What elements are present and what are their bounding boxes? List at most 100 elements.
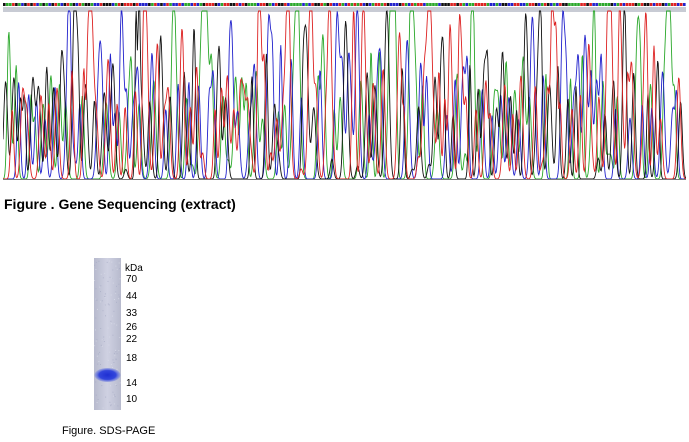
base-call-tick: [229, 3, 233, 6]
base-call-tick: [504, 3, 508, 6]
base-call-tick: [468, 3, 472, 6]
base-call-tick: [649, 3, 653, 6]
lane-speckle: [104, 305, 106, 307]
lane-speckle: [95, 269, 97, 270]
base-call-tick: [220, 3, 224, 6]
base-call-tick: [580, 3, 583, 6]
protein-band: [94, 368, 121, 382]
base-call-tick: [356, 3, 360, 6]
base-call-tick: [571, 3, 574, 6]
base-call-tick: [18, 3, 21, 6]
base-call-tick: [374, 3, 378, 6]
base-call-tick: [540, 3, 544, 6]
lane-speckle: [110, 404, 112, 406]
gel-lane-background: [94, 258, 121, 410]
base-call-tick: [193, 3, 197, 6]
base-call-tick: [447, 3, 450, 6]
base-call-tick: [105, 3, 109, 6]
lane-speckle: [110, 405, 112, 407]
lane-speckle: [101, 385, 103, 387]
base-call-tick: [244, 3, 248, 6]
base-call-tick: [278, 3, 281, 6]
lane-speckle: [114, 355, 116, 357]
base-call-tick: [682, 3, 686, 6]
base-call-tick: [217, 3, 221, 6]
base-call-tick: [42, 3, 45, 6]
lane-speckle: [101, 345, 103, 347]
base-call-tick: [36, 3, 39, 6]
base-call-tick: [123, 3, 127, 6]
lane-speckle: [99, 286, 101, 288]
lane-speckle: [103, 340, 105, 341]
lane-speckle: [99, 301, 101, 303]
lane-speckle: [107, 359, 109, 361]
base-call-tick: [368, 3, 372, 6]
base-call-tick: [395, 3, 399, 6]
base-call-tick: [81, 3, 85, 6]
base-call-tick: [166, 3, 169, 6]
lane-speckle: [98, 353, 99, 355]
lane-speckle: [107, 327, 109, 329]
base-call-tick: [253, 3, 257, 6]
lane-speckle: [113, 352, 115, 354]
base-call-tick: [259, 3, 263, 6]
lane-speckle: [104, 296, 106, 297]
base-call-tick: [338, 3, 342, 6]
base-call-tick: [347, 3, 351, 6]
trace-lines: [3, 10, 686, 180]
base-call-tick: [296, 3, 299, 6]
base-call-tick: [604, 3, 608, 6]
base-call-tick: [111, 3, 115, 6]
base-call-tick: [205, 3, 209, 6]
lane-speckle: [94, 280, 96, 281]
lane-speckle: [112, 395, 114, 397]
base-call-tick: [525, 3, 529, 6]
lane-speckle: [97, 363, 99, 365]
lane-speckle: [102, 339, 104, 341]
base-call-tick: [90, 3, 94, 6]
lane-speckle: [115, 292, 117, 294]
base-call-tick: [595, 3, 598, 6]
base-call-tick: [350, 3, 354, 6]
base-call-tick: [664, 3, 668, 6]
base-call-tick: [157, 3, 160, 6]
base-call-tick: [151, 3, 154, 6]
base-call-tick: [27, 3, 30, 6]
base-call-tick: [108, 3, 112, 6]
base-call-tick: [326, 3, 329, 6]
base-call-tick: [537, 3, 541, 6]
base-call-tick: [24, 3, 27, 6]
base-call-tick: [6, 3, 9, 6]
base-call-tick: [670, 3, 674, 6]
lane-speckle: [104, 293, 106, 295]
lane-speckle: [109, 260, 110, 262]
base-call-tick: [568, 3, 571, 6]
base-call-tick: [335, 3, 339, 6]
trace-C: [3, 10, 686, 180]
base-call-tick: [184, 3, 187, 6]
gel-unit-label: kDa: [125, 263, 143, 274]
base-call-tick: [39, 3, 42, 6]
base-call-tick: [453, 3, 456, 6]
base-call-tick: [404, 3, 408, 6]
lane-speckle: [95, 317, 97, 319]
base-call-tick: [190, 3, 193, 6]
lane-speckle: [113, 394, 115, 396]
base-call-tick: [320, 3, 323, 6]
base-call-tick: [450, 3, 453, 6]
sequencing-chromatogram: [3, 3, 686, 181]
base-call-tick: [534, 3, 538, 6]
lane-speckle: [101, 339, 103, 341]
base-call-tick: [610, 3, 614, 6]
base-call-tick: [420, 3, 423, 6]
base-call-tick: [160, 3, 163, 6]
lane-speckle: [113, 403, 115, 405]
lane-speckle: [107, 280, 109, 282]
lane-speckle: [98, 260, 100, 262]
lane-speckle: [104, 272, 106, 274]
lane-speckle: [100, 273, 102, 275]
base-call-tick: [417, 3, 420, 6]
base-call-tick: [543, 3, 547, 6]
lane-speckle: [115, 358, 117, 360]
base-call-tick: [287, 3, 290, 6]
